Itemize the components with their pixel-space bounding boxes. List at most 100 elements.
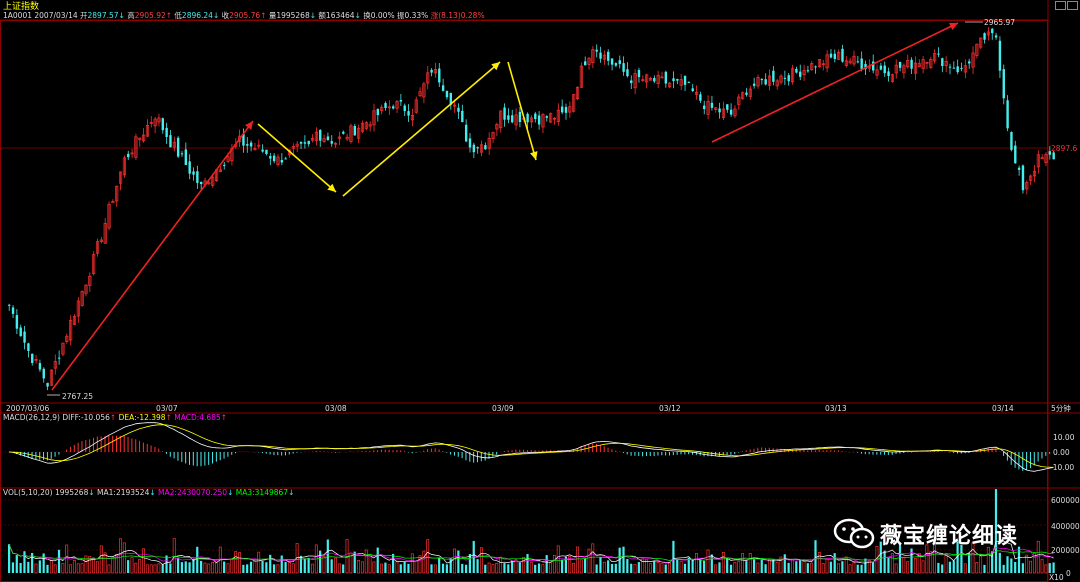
candle-body-227 bbox=[879, 65, 883, 70]
candle-body-237 bbox=[917, 63, 921, 68]
candle-body-29 bbox=[119, 171, 123, 184]
candle-body-214 bbox=[829, 53, 833, 58]
candle-body-88 bbox=[345, 136, 349, 140]
vol-bar-151 bbox=[587, 548, 591, 574]
ma1-down-arrow-icon: ↓ bbox=[149, 488, 156, 497]
low-value: 2896.24 bbox=[181, 11, 213, 20]
vol-bar-143 bbox=[556, 545, 560, 574]
vol-bar-184 bbox=[714, 564, 718, 574]
vol-bar-262 bbox=[1014, 561, 1017, 573]
vol-bar-36 bbox=[145, 564, 149, 574]
candle-body-164 bbox=[637, 69, 641, 78]
vol-bar-160 bbox=[622, 546, 625, 573]
candle-body-101 bbox=[395, 101, 399, 109]
candle-body-78 bbox=[307, 140, 310, 145]
candle-body-16 bbox=[69, 319, 73, 341]
vol-bar-44 bbox=[176, 557, 180, 573]
candle-body-0 bbox=[8, 304, 11, 306]
candle-body-244 bbox=[944, 61, 948, 67]
ma2-value: 2430070.250 bbox=[176, 488, 228, 497]
vol-bar-87 bbox=[342, 564, 345, 573]
candle-body-215 bbox=[833, 53, 836, 59]
vol-bar-177 bbox=[687, 557, 690, 573]
candle-body-153 bbox=[595, 49, 598, 52]
turnover-label: 换 bbox=[363, 11, 371, 20]
vol-bar-73 bbox=[287, 562, 291, 574]
candle-body-95 bbox=[372, 110, 376, 126]
candle-body-198 bbox=[767, 75, 772, 86]
macd-name: MACD(26,12,9) bbox=[3, 413, 60, 422]
vol-bar-86 bbox=[337, 563, 341, 574]
vol-tick-0: 0 bbox=[1066, 569, 1071, 578]
candle-body-247 bbox=[956, 66, 959, 73]
turnover-value: 0.00% bbox=[370, 11, 395, 20]
vol-bar-228 bbox=[883, 550, 886, 573]
candle-body-49 bbox=[196, 171, 199, 183]
candle-body-90 bbox=[353, 126, 356, 136]
candle-body-235 bbox=[910, 59, 913, 69]
candle-body-41 bbox=[165, 127, 168, 137]
vol-bar-264 bbox=[1021, 563, 1024, 573]
candle-body-47 bbox=[188, 161, 191, 174]
candle-body-162 bbox=[630, 80, 633, 84]
vol-bar-16 bbox=[69, 564, 72, 574]
candle-body-77 bbox=[303, 142, 307, 144]
vol-bar-105 bbox=[410, 553, 414, 574]
vol-bar-81 bbox=[319, 550, 322, 573]
vol-bar-60 bbox=[238, 552, 241, 574]
close-icon[interactable] bbox=[1067, 1, 1078, 10]
vol-bar-34 bbox=[138, 559, 142, 574]
vol-bar-141 bbox=[549, 562, 552, 574]
vol-bar-147 bbox=[572, 562, 576, 574]
candle-body-150 bbox=[584, 61, 587, 66]
vol-bar-244 bbox=[944, 553, 948, 574]
vol-bar-268 bbox=[1036, 540, 1040, 574]
vol-bar-68 bbox=[269, 554, 272, 573]
candle-body-246 bbox=[952, 67, 956, 69]
candle-body-37 bbox=[149, 122, 153, 124]
candle-body-161 bbox=[626, 69, 629, 77]
vol-bar-98 bbox=[384, 562, 387, 573]
candle-body-129 bbox=[503, 107, 506, 120]
vol-bar-243 bbox=[941, 564, 944, 573]
change-value: (8.13)0.28% bbox=[438, 11, 485, 20]
date-label-5: 03/13 bbox=[825, 404, 847, 413]
vol-bar-135 bbox=[526, 554, 529, 573]
candle-body-2 bbox=[15, 315, 19, 329]
vol-bar-51 bbox=[203, 562, 207, 574]
minimize-icon[interactable] bbox=[1055, 1, 1066, 10]
vol-bar-72 bbox=[284, 562, 287, 573]
candle-body-180 bbox=[699, 94, 702, 101]
candle-body-57 bbox=[226, 156, 230, 162]
stock-code: 1A0001 bbox=[3, 11, 32, 20]
vol-bar-24 bbox=[99, 545, 103, 574]
vol-bar-267 bbox=[1032, 552, 1036, 574]
vol-bar-170 bbox=[660, 562, 664, 574]
close-up-arrow-icon: ↑ bbox=[260, 11, 267, 20]
vol-bar-62 bbox=[246, 564, 249, 573]
vol-bar-258 bbox=[998, 552, 1001, 573]
vol-legend: VOL(5,10,20) 1995268↓ MA1:2193524↓ MA2:2… bbox=[3, 488, 294, 497]
candle-body-100 bbox=[392, 106, 395, 109]
vol-bar-58 bbox=[230, 559, 234, 574]
candle-body-242 bbox=[937, 53, 940, 55]
candle-body-125 bbox=[487, 137, 491, 149]
candle-body-20 bbox=[84, 284, 88, 294]
timeframe-label[interactable]: 5分钟 bbox=[1051, 403, 1071, 413]
candle-body-94 bbox=[368, 124, 372, 127]
vol-bar-269 bbox=[1040, 558, 1044, 574]
candle-body-17 bbox=[72, 316, 77, 325]
volume-label: 量 bbox=[268, 11, 277, 20]
vol-bar-194 bbox=[752, 559, 756, 573]
vol-bar-229 bbox=[887, 557, 890, 573]
candle-body-87 bbox=[342, 131, 345, 134]
vol-bar-205 bbox=[795, 561, 798, 573]
vol-bar-270 bbox=[1044, 564, 1048, 574]
candle-body-39 bbox=[157, 117, 161, 123]
macd-label: MACD: bbox=[174, 413, 200, 422]
candle-body-152 bbox=[591, 49, 595, 63]
candle-body-208 bbox=[806, 70, 810, 72]
vol-bar-259 bbox=[1002, 564, 1005, 573]
vol-bar-175 bbox=[679, 560, 683, 574]
